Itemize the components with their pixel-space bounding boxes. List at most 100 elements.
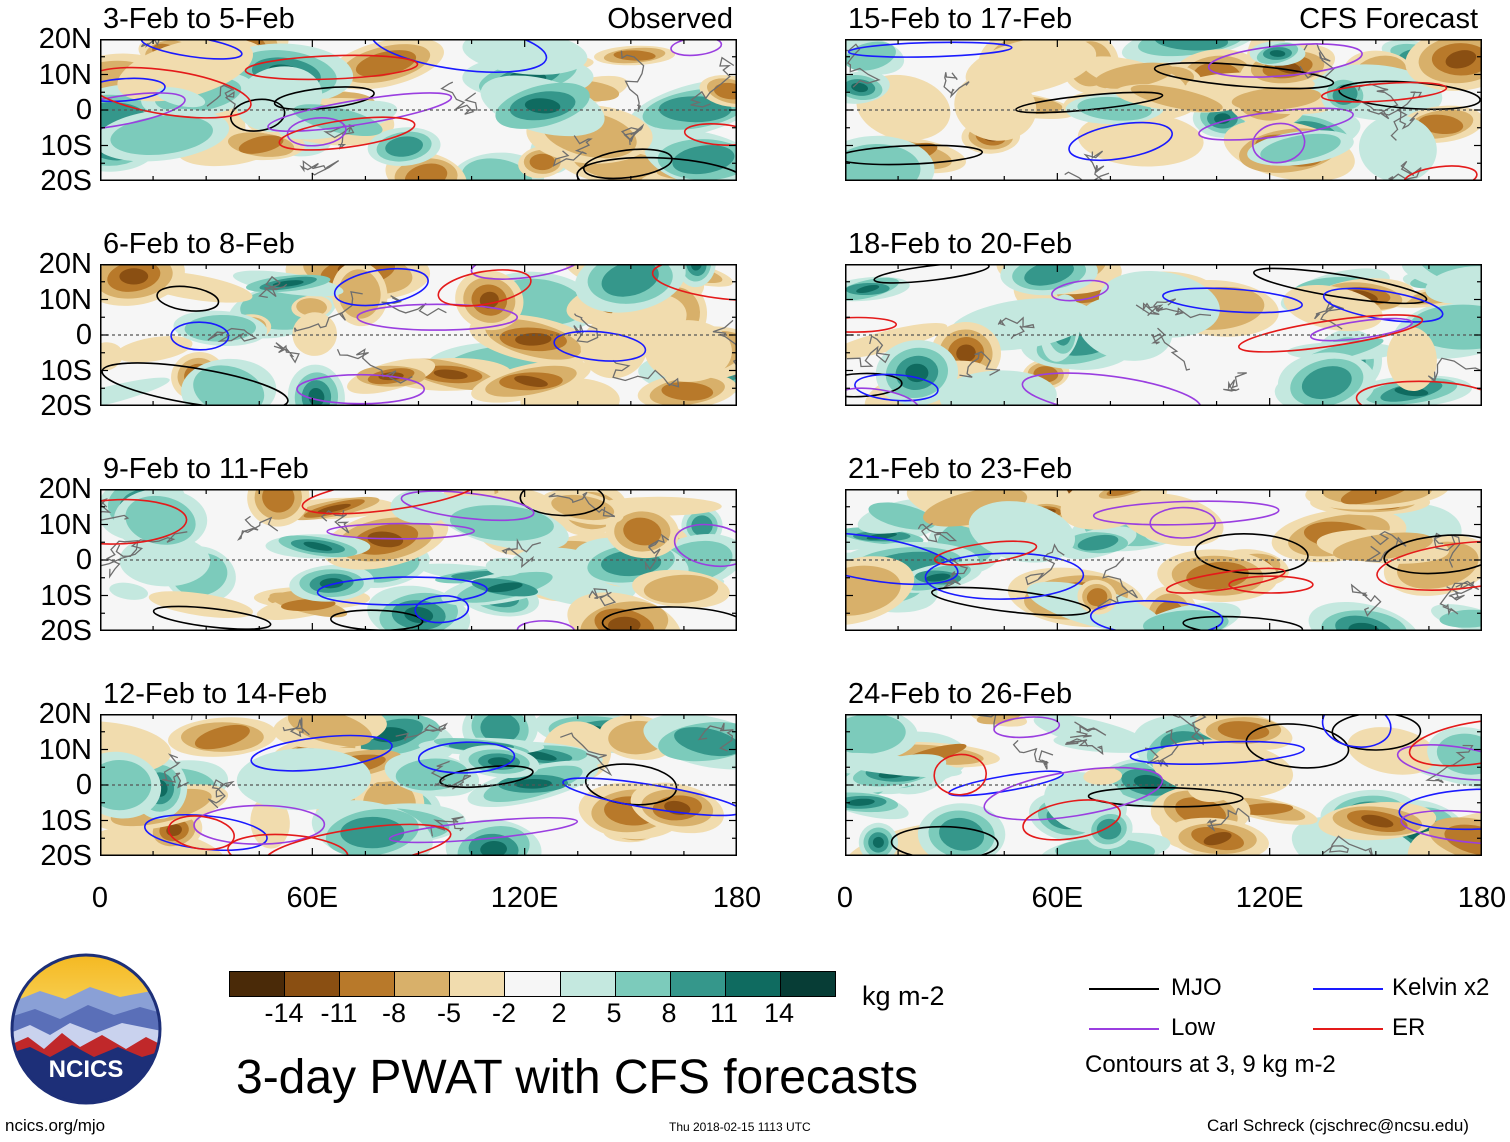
- anomaly-blob: [303, 541, 333, 551]
- contour-low: [1400, 809, 1482, 845]
- colorbar-swatch: [614, 972, 670, 996]
- anomaly-blob: [529, 153, 555, 171]
- footer-url[interactable]: ncics.org/mjo: [5, 1116, 106, 1135]
- legend-label: MJO: [1171, 974, 1222, 1001]
- anomaly-blob: [954, 72, 1037, 141]
- contour-mjo: [582, 148, 673, 180]
- contour-mjo: [845, 372, 903, 398]
- anomaly-blob: [462, 39, 588, 75]
- anomaly-blob: [968, 501, 1076, 563]
- coastline: [612, 359, 680, 388]
- anomaly-blob: [281, 598, 336, 612]
- anomaly-blob: [272, 280, 304, 287]
- coastline: [299, 160, 340, 176]
- coastline: [207, 327, 258, 342]
- contour-low: [1207, 43, 1363, 78]
- anomaly-blob: [856, 284, 880, 294]
- colorbar-swatch: [724, 972, 780, 996]
- coastline: [440, 81, 478, 115]
- colorbar-swatch: [559, 972, 615, 996]
- coastline: [552, 135, 593, 167]
- anomaly-blob: [480, 840, 507, 856]
- contour-mjo: [601, 606, 737, 631]
- contour-er: [244, 54, 419, 81]
- contour-kelvin-x2: [1398, 788, 1482, 831]
- coastline: [548, 491, 616, 518]
- contour-kelvin-x2: [417, 741, 516, 774]
- contour-mjo: [1153, 62, 1335, 90]
- contour-er: [301, 489, 478, 515]
- anomaly-blob: [1269, 50, 1286, 57]
- anomaly-blob: [845, 714, 906, 755]
- contour-mjo: [1383, 534, 1482, 575]
- coastline: [573, 313, 599, 343]
- contour-low: [296, 373, 425, 405]
- coastline: [1070, 721, 1107, 739]
- y-tick-label: 0: [75, 319, 92, 351]
- anomaly-blob: [156, 87, 206, 108]
- contour-mjo: [273, 86, 375, 111]
- logo-text: NCICS: [49, 1056, 124, 1083]
- colorbar-tick-label: -14: [264, 998, 304, 1028]
- coastline: [1433, 532, 1461, 568]
- anomaly-blob: [1436, 733, 1482, 775]
- coastline: [207, 779, 235, 809]
- anomaly-blob: [939, 370, 1057, 406]
- coastline: [1350, 583, 1382, 617]
- anomaly-blob: [487, 757, 511, 767]
- anomaly-blob: [1217, 721, 1270, 740]
- coastline: [1427, 357, 1482, 383]
- map-panel: [100, 39, 737, 181]
- contour-mjo: [1253, 267, 1428, 305]
- panel-title: 12-Feb to 14-Feb: [103, 678, 328, 710]
- coastline: [430, 760, 472, 790]
- x-tick-label: 120E: [490, 882, 559, 914]
- anomaly-blob: [1283, 285, 1383, 332]
- anomaly-blob: [1133, 774, 1164, 790]
- contour-kelvin-x2: [333, 267, 429, 307]
- anomaly-blob: [338, 269, 381, 319]
- contour-er: [1376, 540, 1482, 591]
- footer-timestamp: Thu 2018-02-15 1113 UTC: [669, 1120, 811, 1134]
- contour-low: [845, 387, 920, 406]
- contour-low: [673, 523, 737, 568]
- x-tick-label: 180: [712, 882, 762, 914]
- contour-er: [1403, 165, 1478, 181]
- anomaly-blob: [713, 82, 737, 100]
- contour-low: [993, 716, 1061, 739]
- coastline: [917, 522, 958, 543]
- contour-er: [933, 753, 987, 796]
- colorbar-swatch: [669, 972, 725, 996]
- colorbar-tick-label: 2: [551, 998, 567, 1028]
- anomaly-blob: [100, 377, 170, 406]
- coastline: [1322, 835, 1374, 856]
- y-tick-label: 10S: [40, 804, 92, 837]
- coastline: [1147, 305, 1212, 319]
- contour-er: [1320, 81, 1448, 103]
- panel-title: 9-Feb to 11-Feb: [103, 453, 309, 485]
- anomaly-blob: [480, 714, 520, 744]
- contour-er: [1228, 575, 1314, 594]
- ncics-logo: NCICS: [10, 953, 162, 1105]
- anomaly-blob: [461, 158, 533, 181]
- anomaly-blob: [1445, 50, 1477, 69]
- y-tick-label: 20N: [38, 473, 92, 505]
- x-tick-label: 60E: [286, 882, 339, 914]
- contour-note: Contours at 3, 9 kg m-2: [1085, 1051, 1336, 1078]
- map-panel: [845, 714, 1482, 856]
- observed-label: Observed: [607, 3, 733, 35]
- coastline: [100, 498, 130, 521]
- contour-mjo: [931, 586, 1091, 616]
- colorbar-tick-label: 14: [763, 998, 795, 1028]
- contour-kelvin-x2: [1162, 287, 1303, 314]
- anomaly-blob: [385, 136, 423, 157]
- colorbar-tick-label: -2: [491, 998, 516, 1028]
- contour-mjo: [845, 144, 984, 166]
- coastline: [1151, 327, 1191, 371]
- contour-low: [470, 264, 582, 280]
- anomaly-blob: [1340, 489, 1414, 505]
- anomaly-map: [845, 264, 1482, 406]
- coastline: [1223, 372, 1247, 392]
- colorbar-swatch: [339, 972, 395, 996]
- contour-kelvin-x2: [1068, 121, 1173, 162]
